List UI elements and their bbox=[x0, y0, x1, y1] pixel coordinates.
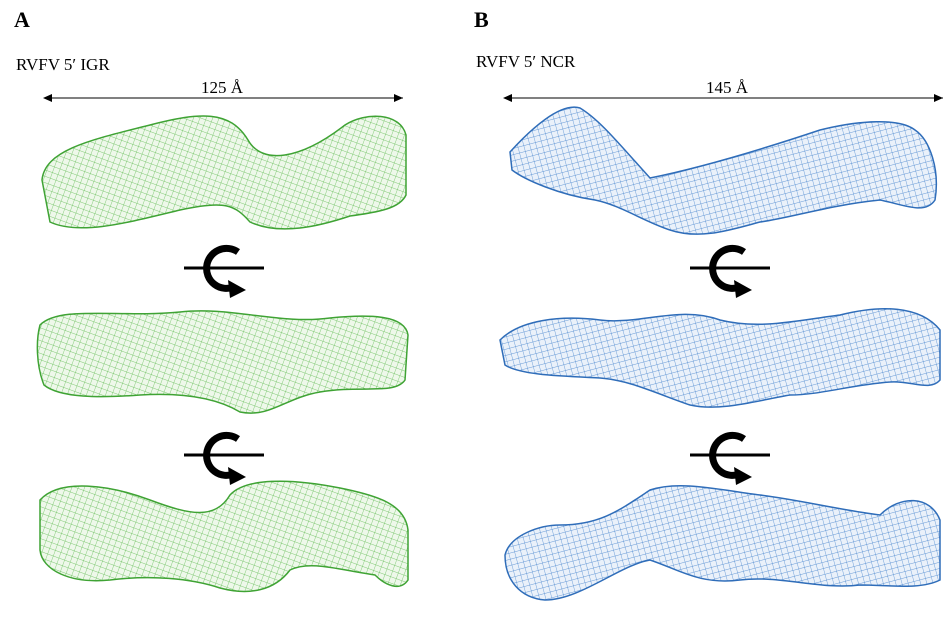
panel-b: B RVFV 5′ NCR 145 Å bbox=[474, 7, 943, 600]
panel-title: RVFV 5′ IGR bbox=[16, 55, 110, 74]
panel-label: A bbox=[14, 7, 30, 32]
structure-view bbox=[42, 116, 406, 229]
panel-title: RVFV 5′ NCR bbox=[476, 52, 576, 71]
structure-view bbox=[40, 481, 408, 591]
figure: A RVFV 5′ IGR 125 Å B RVFV 5′ NCR 145 Å bbox=[0, 0, 944, 617]
structure-view bbox=[505, 486, 940, 600]
structure-view bbox=[500, 309, 940, 407]
panel-a: A RVFV 5′ IGR 125 Å bbox=[14, 7, 408, 591]
structure-view bbox=[510, 107, 936, 234]
panel-label: B bbox=[474, 7, 489, 32]
structure-view bbox=[37, 311, 408, 413]
dimension-label: 125 Å bbox=[201, 78, 244, 97]
rotation-icon bbox=[184, 435, 264, 485]
dimension-label: 145 Å bbox=[706, 78, 749, 97]
rotation-icon bbox=[690, 248, 770, 298]
rotation-icon bbox=[184, 248, 264, 298]
rotation-icon bbox=[690, 435, 770, 485]
